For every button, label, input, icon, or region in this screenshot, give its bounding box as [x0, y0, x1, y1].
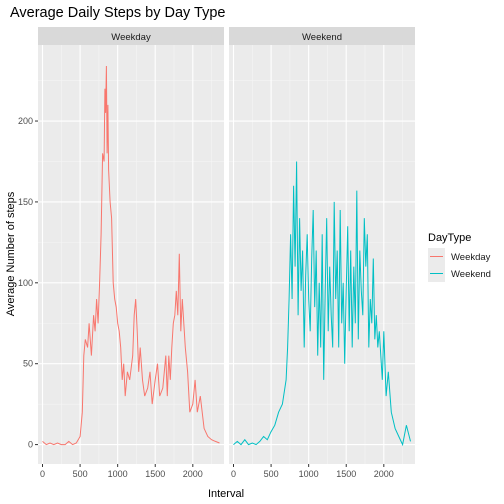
x-tick-label-weekday: 500 — [73, 469, 88, 479]
line-weekend — [233, 161, 411, 447]
legend-label-weekday: Weekday — [451, 252, 491, 263]
x-axis-label: Interval — [208, 488, 244, 500]
legend: DayType Weekday Weekend — [428, 232, 491, 282]
x-tick-label-weekend: 500 — [264, 469, 279, 479]
x-tick-label-weekday: 1000 — [108, 469, 128, 479]
x-tick-label-weekday: 0 — [40, 469, 45, 479]
x-tick-label-weekend: 2000 — [374, 469, 394, 479]
grid-weekday — [38, 45, 224, 464]
legend-title: DayType — [428, 232, 471, 244]
strip-label-weekday: Weekday — [111, 32, 151, 43]
x-tick-label-weekend: 1000 — [299, 469, 319, 479]
y-tick-label: 0 — [28, 440, 33, 450]
legend-label-weekend: Weekend — [451, 269, 491, 280]
x-axis-weekend: 0 500 1000 1500 2000 — [231, 464, 394, 479]
x-tick-label-weekend: 1500 — [336, 469, 356, 479]
panel-weekday: Weekday — [38, 27, 224, 464]
x-axis-weekday: 0 500 1000 1500 2000 — [40, 464, 203, 479]
y-tick-label: 50 — [23, 359, 33, 369]
y-tick-label: 150 — [18, 197, 33, 207]
strip-weekday — [38, 27, 224, 45]
y-tick-label: 100 — [18, 278, 33, 288]
y-tick-label: 200 — [18, 116, 33, 126]
y-axis-label: Average Number of steps — [5, 191, 17, 316]
strip-weekend — [229, 27, 415, 45]
x-tick-label-weekday: 2000 — [183, 469, 203, 479]
strip-label-weekend: Weekend — [302, 32, 342, 43]
y-axis: 0 50 100 150 200 — [18, 116, 38, 450]
chart-title: Average Daily Steps by Day Type — [10, 5, 225, 21]
x-tick-label-weekday: 1500 — [145, 469, 165, 479]
panel-weekend: Weekend — [229, 27, 415, 464]
x-tick-label-weekend: 0 — [231, 469, 236, 479]
line-weekday — [42, 65, 220, 446]
